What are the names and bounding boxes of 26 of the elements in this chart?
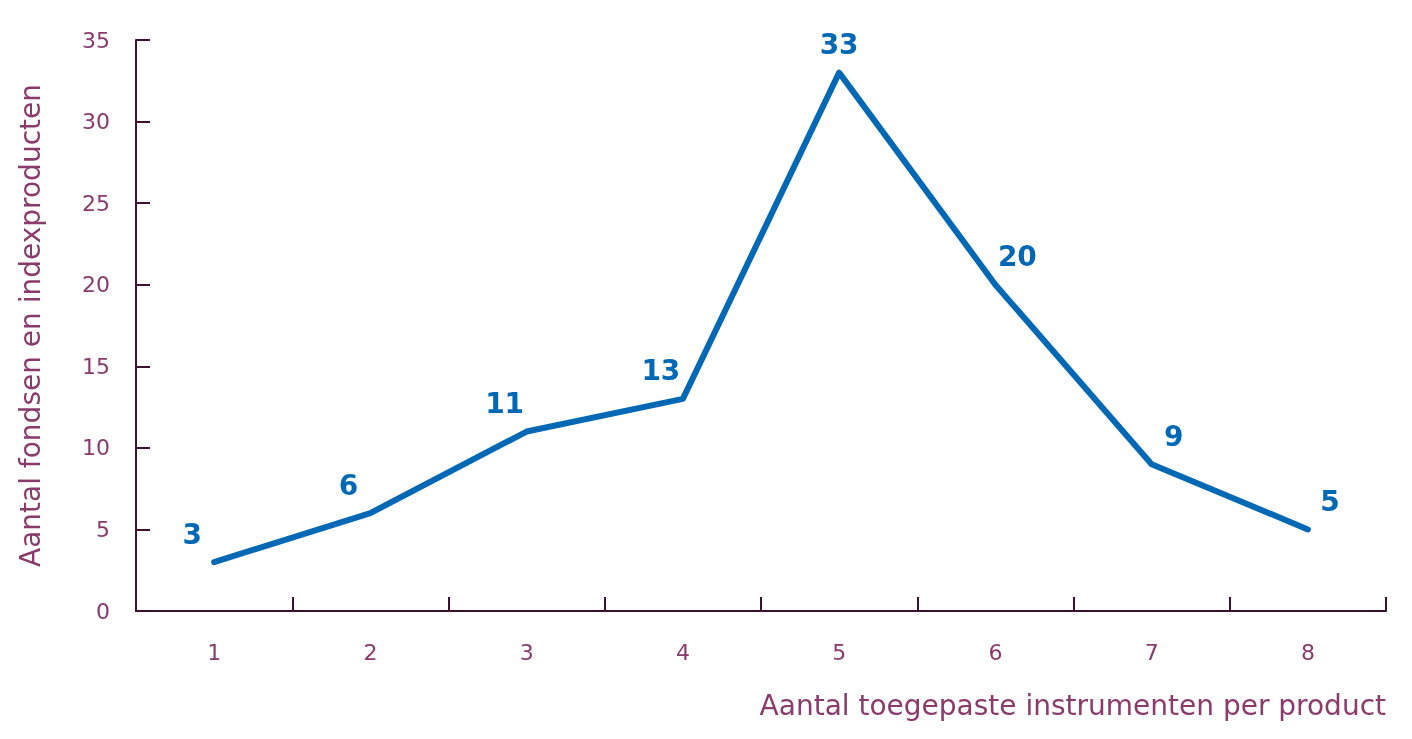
data-label: 13 [641,354,681,388]
data-label: 11 [485,387,525,421]
y-tick-label: 30 [82,109,110,135]
x-tick-label: 7 [1144,639,1159,665]
y-axis-title: Aantal fondsen en indexproducten [13,84,47,567]
y-tick-label: 15 [82,353,110,379]
x-tick-label: 6 [988,639,1003,665]
y-tick-label: 35 [82,27,110,53]
y-tick-label: 10 [82,435,110,461]
x-axis-title: Aantal toegepaste instrumenten per product [759,688,1387,722]
x-tick-label: 4 [675,639,690,665]
data-label: 6 [338,468,359,502]
y-tick-label: 25 [82,190,110,216]
x-tick-label: 5 [832,639,847,665]
y-tick-label: 0 [96,598,110,624]
y-tick-label: 20 [82,272,110,298]
x-tick-label: 8 [1300,639,1315,665]
x-tick-label: 3 [519,639,534,665]
data-label: 20 [997,240,1037,274]
x-tick-label: 2 [363,639,378,665]
data-label: 33 [819,28,859,62]
y-tick-label: 5 [96,516,110,542]
data-label: 3 [182,517,202,551]
data-label: 9 [1163,419,1184,453]
data-label: 5 [1320,484,1340,518]
x-tick-label: 1 [207,639,222,665]
